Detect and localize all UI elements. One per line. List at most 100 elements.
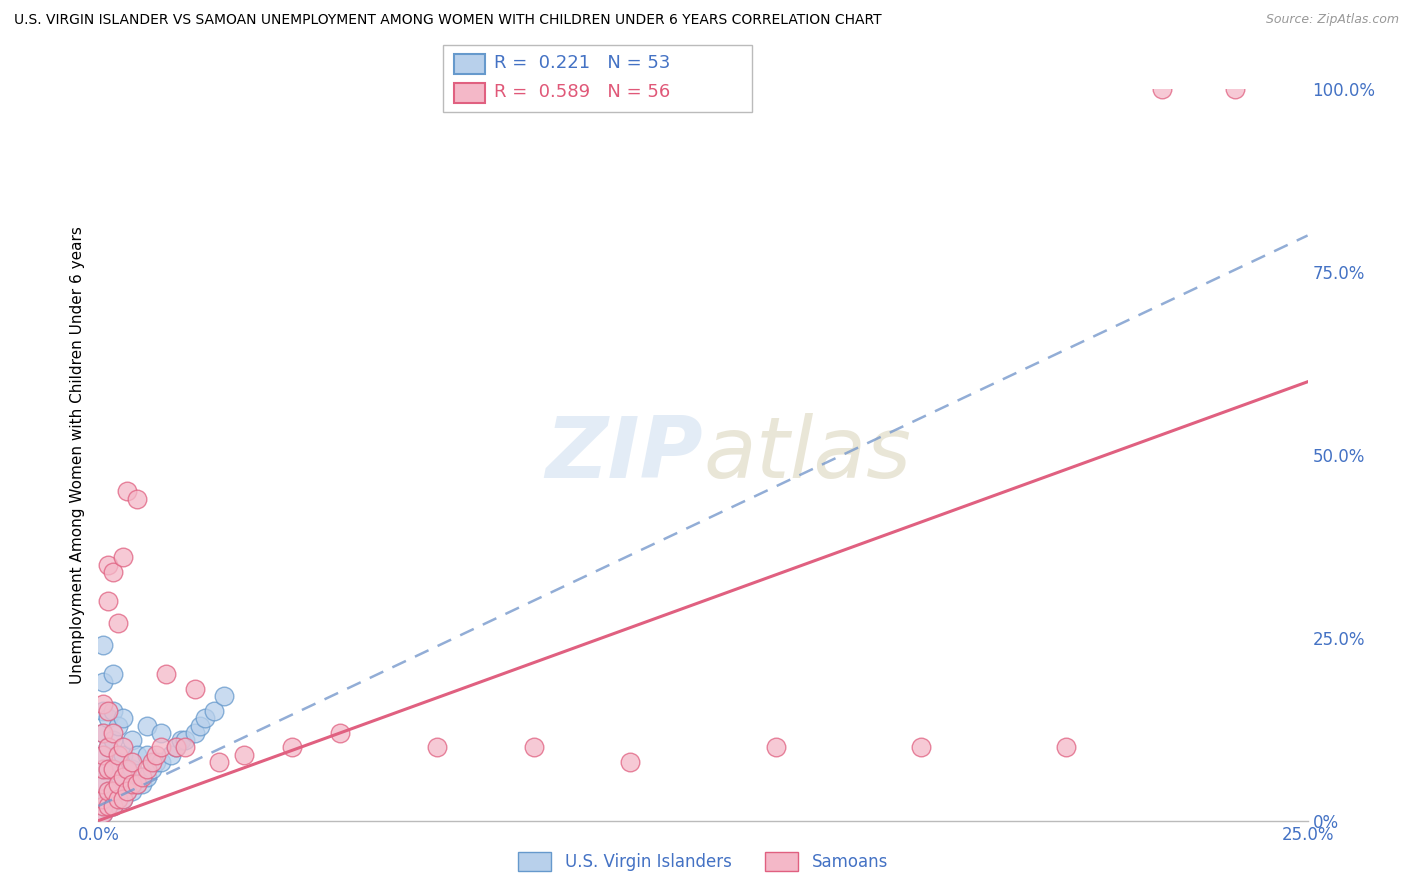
Point: [97, 711, 120, 725]
Point: [127, 777, 149, 791]
Point: [91, 674, 114, 689]
Point: [107, 777, 129, 791]
Point: [121, 784, 143, 798]
Point: [150, 726, 173, 740]
Point: [150, 755, 173, 769]
Point: [131, 770, 153, 784]
Point: [141, 763, 163, 777]
Point: [212, 690, 235, 704]
Point: [1223, 82, 1246, 96]
Point: [91, 799, 114, 814]
Point: [141, 755, 163, 769]
Point: [619, 755, 641, 769]
Point: [97, 594, 120, 608]
Point: [135, 770, 157, 784]
Point: [101, 667, 124, 681]
Point: [117, 763, 139, 777]
Point: [135, 747, 157, 762]
Point: [91, 806, 114, 821]
Point: [1152, 82, 1174, 96]
Point: [111, 791, 134, 805]
Point: [101, 704, 124, 718]
Point: [111, 711, 134, 725]
Point: [232, 747, 254, 762]
Point: [97, 799, 120, 814]
Point: [135, 763, 157, 777]
Text: R =  0.221   N = 53: R = 0.221 N = 53: [494, 54, 669, 72]
Point: [107, 777, 129, 791]
Point: [150, 740, 173, 755]
Text: Source: ZipAtlas.com: Source: ZipAtlas.com: [1265, 13, 1399, 27]
Point: [281, 740, 304, 755]
Point: [107, 791, 129, 805]
Point: [184, 681, 207, 696]
Point: [107, 755, 129, 769]
Point: [91, 747, 114, 762]
Point: [121, 755, 143, 769]
Text: ZIP: ZIP: [546, 413, 703, 497]
Point: [107, 718, 129, 732]
Point: [127, 491, 149, 506]
Point: [165, 740, 187, 755]
Point: [111, 740, 134, 755]
Point: [91, 747, 114, 762]
Point: [131, 777, 153, 791]
Point: [97, 704, 120, 718]
Point: [101, 733, 124, 747]
Point: [97, 784, 120, 798]
Legend: U.S. Virgin Islanders, Samoans: U.S. Virgin Islanders, Samoans: [512, 846, 894, 878]
Point: [127, 747, 149, 762]
Point: [111, 770, 134, 784]
Point: [107, 791, 129, 805]
Point: [97, 799, 120, 814]
Point: [101, 763, 124, 777]
Point: [174, 733, 197, 747]
Point: [145, 755, 167, 769]
Point: [121, 763, 143, 777]
Point: [107, 747, 129, 762]
Point: [97, 763, 120, 777]
Point: [329, 726, 352, 740]
Point: [91, 777, 114, 791]
Point: [174, 740, 197, 755]
Point: [97, 740, 120, 755]
Point: [97, 740, 120, 755]
Point: [121, 733, 143, 747]
Point: [101, 726, 124, 740]
Point: [91, 791, 114, 805]
Point: [117, 784, 139, 798]
Point: [194, 711, 217, 725]
Point: [145, 747, 167, 762]
Point: [111, 770, 134, 784]
Point: [91, 791, 114, 805]
Point: [91, 704, 114, 718]
Point: [91, 777, 114, 791]
Point: [111, 747, 134, 762]
Text: U.S. VIRGIN ISLANDER VS SAMOAN UNEMPLOYMENT AMONG WOMEN WITH CHILDREN UNDER 6 YE: U.S. VIRGIN ISLANDER VS SAMOAN UNEMPLOYM…: [14, 13, 882, 28]
Point: [208, 755, 231, 769]
Point: [523, 740, 546, 755]
Point: [117, 784, 139, 798]
Point: [160, 747, 183, 762]
Point: [1054, 740, 1077, 755]
Point: [97, 763, 120, 777]
Point: [204, 704, 226, 718]
Point: [101, 799, 124, 814]
Point: [155, 667, 177, 681]
Point: [91, 763, 114, 777]
Point: [91, 726, 114, 740]
Point: [101, 784, 124, 798]
Point: [101, 784, 124, 798]
Point: [117, 484, 139, 499]
Point: [101, 799, 124, 814]
Point: [127, 777, 149, 791]
Point: [91, 763, 114, 777]
Point: [121, 777, 143, 791]
Point: [117, 763, 139, 777]
Point: [111, 791, 134, 805]
Point: [910, 740, 932, 755]
Point: [188, 718, 211, 732]
Point: [107, 616, 129, 631]
Point: [91, 726, 114, 740]
Point: [165, 740, 187, 755]
